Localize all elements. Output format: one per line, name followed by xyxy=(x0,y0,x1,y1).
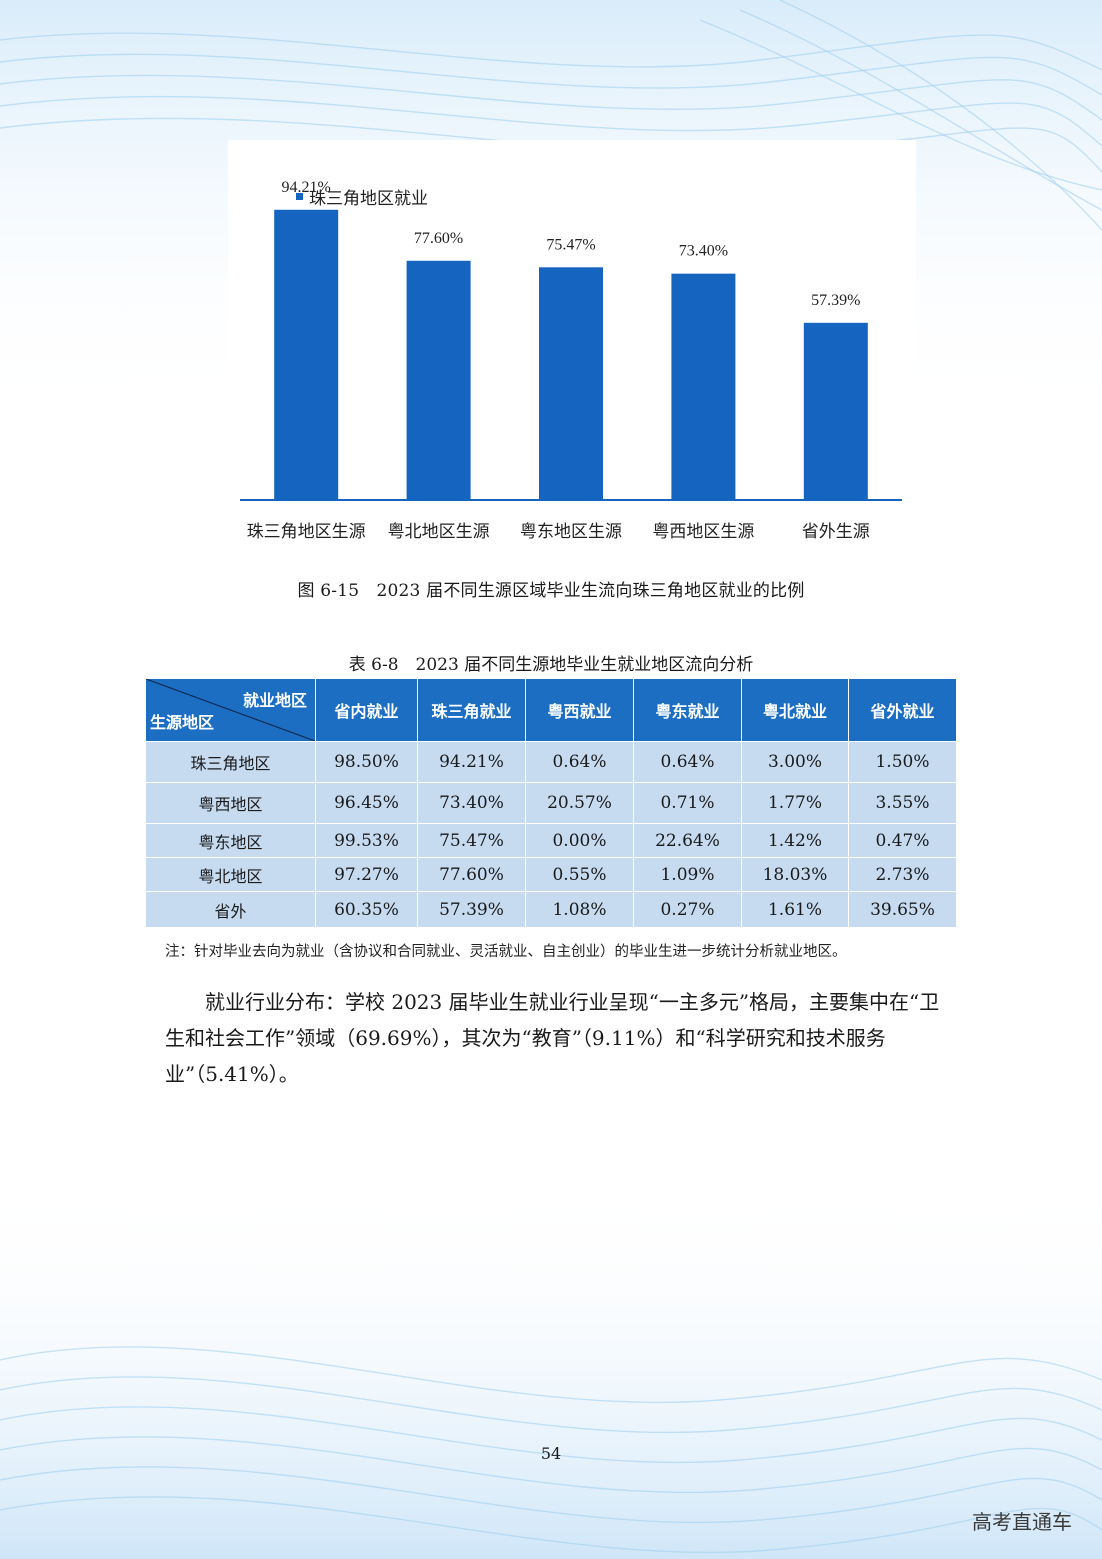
table-cell: 0.27% xyxy=(633,891,742,928)
table-note: 注：针对毕业去向为就业（含协议和合同就业、灵活就业、自主创业）的毕业生进一步统计… xyxy=(165,944,847,960)
bar-value-label: 57.39% xyxy=(811,292,860,309)
employment-flow-table: 就业地区 生源地区 省内就业 珠三角就业 粤西就业 粤东就业 粤北就业 省外就业… xyxy=(145,678,957,928)
table-row: 粤西地区 96.45% 73.40% 20.57% 0.71% 1.77% 3.… xyxy=(145,782,957,824)
table-cell: 96.45% xyxy=(315,782,418,824)
table-row: 粤北地区 97.27% 77.60% 0.55% 1.09% 18.03% 2.… xyxy=(145,857,957,892)
column-header: 粤东就业 xyxy=(633,678,742,742)
table-cell: 20.57% xyxy=(525,782,634,824)
table-cell: 2.73% xyxy=(848,857,957,892)
table-cell: 0.00% xyxy=(525,823,634,858)
bar-value-label: 77.60% xyxy=(414,230,463,247)
table-row: 粤东地区 99.53% 75.47% 0.00% 22.64% 1.42% 0.… xyxy=(145,823,957,858)
table-cell: 99.53% xyxy=(315,823,418,858)
body-paragraph: 就业行业分布：学校 2023 届毕业生就业行业呈现“一主多元”格局，主要集中在“… xyxy=(165,990,940,1086)
table-cell: 77.60% xyxy=(417,857,526,892)
page-number: 54 xyxy=(540,1444,562,1463)
figure-caption: 图 6-15 2023 届不同生源区域毕业生流向珠三角地区就业的比例 xyxy=(297,581,805,601)
watermark-text: 高考直通车 xyxy=(972,1510,1072,1534)
category-label: 省外生源 xyxy=(802,522,870,542)
bar xyxy=(671,273,736,499)
table-cell: 1.42% xyxy=(741,823,849,858)
corner-row-label: 生源地区 xyxy=(150,713,215,732)
chart-legend: 珠三角地区就业 xyxy=(296,184,428,209)
table-cell: 0.64% xyxy=(633,741,742,783)
table-cell: 3.00% xyxy=(741,741,849,783)
column-header: 省内就业 xyxy=(315,678,418,742)
bar xyxy=(406,260,471,499)
table-header-row: 就业地区 生源地区 省内就业 珠三角就业 粤西就业 粤东就业 粤北就业 省外就业 xyxy=(145,678,957,742)
category-label: 粤西地区生源 xyxy=(652,522,754,542)
table-cell: 0.64% xyxy=(525,741,634,783)
bar xyxy=(274,209,339,499)
bar-chart-panel: 94.21% 珠三角地区生源 77.60% 粤北地区生源 75.47% 粤东地区生源 73.… xyxy=(228,140,916,560)
bar-value-label: 75.47% xyxy=(546,236,595,253)
table-cell: 1.61% xyxy=(741,891,849,928)
table-cell: 1.08% xyxy=(525,891,634,928)
table-cell: 0.47% xyxy=(848,823,957,858)
table-cell: 3.55% xyxy=(848,782,957,824)
legend-swatch xyxy=(296,192,303,200)
bar-value-label: 73.40% xyxy=(679,243,728,260)
category-label: 粤东地区生源 xyxy=(520,522,622,542)
bar xyxy=(803,322,868,499)
table-cell: 22.64% xyxy=(633,823,742,858)
table-cell: 1.77% xyxy=(741,782,849,824)
legend-label: 珠三角地区就业 xyxy=(309,188,428,209)
column-header: 珠三角就业 xyxy=(417,678,526,742)
table-cell: 94.21% xyxy=(417,741,526,783)
bar-value-label: 94.21% xyxy=(282,179,331,196)
table-caption: 表 6-8 2023 届不同生源地毕业生就业地区流向分析 xyxy=(348,655,754,675)
table-cell: 98.50% xyxy=(315,741,418,783)
table-cell: 0.55% xyxy=(525,857,634,892)
category-label: 珠三角地区生源 xyxy=(247,522,366,542)
table-cell: 1.50% xyxy=(848,741,957,783)
table-corner-header: 就业地区 生源地区 xyxy=(145,678,316,742)
table-cell: 1.09% xyxy=(633,857,742,892)
row-label: 珠三角地区 xyxy=(145,741,316,783)
column-header: 粤西就业 xyxy=(525,678,634,742)
table-row: 珠三角地区 98.50% 94.21% 0.64% 0.64% 3.00% 1.… xyxy=(145,741,957,783)
table-cell: 18.03% xyxy=(741,857,849,892)
corner-diagonal xyxy=(146,679,315,741)
table-cell: 0.71% xyxy=(633,782,742,824)
table-cell: 39.65% xyxy=(848,891,957,928)
bar-chart: 94.21% 珠三角地区生源 77.60% 粤北地区生源 75.47% 粤东地区生源 73.… xyxy=(240,179,902,542)
row-label: 粤西地区 xyxy=(145,782,316,824)
table-cell: 97.27% xyxy=(315,857,418,892)
row-label: 省外 xyxy=(145,891,316,928)
column-header: 省外就业 xyxy=(848,678,957,742)
bar xyxy=(539,267,603,499)
table-cell: 57.39% xyxy=(417,891,526,928)
table-cell: 73.40% xyxy=(417,782,526,824)
category-label: 粤北地区生源 xyxy=(388,522,490,542)
table-cell: 60.35% xyxy=(315,891,418,928)
corner-column-label: 就业地区 xyxy=(242,691,307,710)
column-header: 粤北就业 xyxy=(741,678,849,742)
table-cell: 75.47% xyxy=(417,823,526,858)
table-row: 省外 60.35% 57.39% 1.08% 0.27% 1.61% 39.65… xyxy=(145,891,957,928)
row-label: 粤北地区 xyxy=(145,857,316,892)
row-label: 粤东地区 xyxy=(145,823,316,858)
